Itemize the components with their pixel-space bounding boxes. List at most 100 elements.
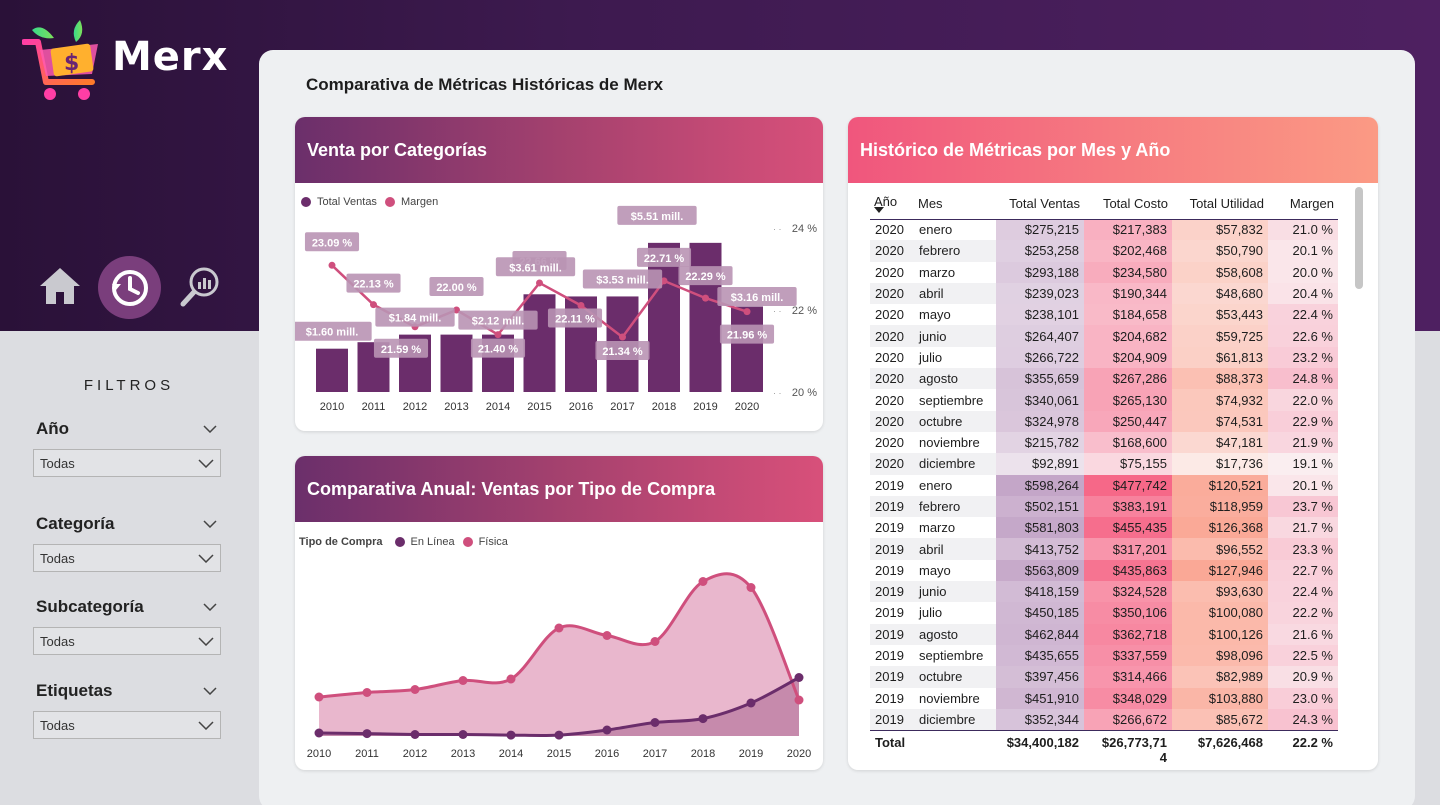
cell-sales: $581,803	[996, 517, 1084, 539]
cell-cost: $267,286	[1084, 368, 1172, 390]
en-linea-point[interactable]	[746, 698, 756, 708]
fisica-point[interactable]	[314, 692, 324, 702]
fisica-point[interactable]	[554, 623, 564, 633]
bar[interactable]	[731, 306, 763, 392]
fisica-point[interactable]	[794, 695, 804, 705]
table-row[interactable]: 2019 abril $413,752 $317,201 $96,552 23.3 %	[870, 538, 1338, 560]
table-row[interactable]: 2019 agosto $462,844 $362,718 $100,126 21.6 %	[870, 623, 1338, 645]
table-row[interactable]: 2019 septiembre $435,655 $337,559 $98,096 22.…	[870, 644, 1338, 667]
svg-text:22.71 %: 22.71 %	[644, 253, 685, 265]
fisica-point[interactable]	[602, 631, 612, 640]
cell-cost: $250,447	[1084, 410, 1172, 432]
filter-tags-select[interactable]: Todas	[33, 711, 221, 739]
svg-text:$3.53 mill.: $3.53 mill.	[596, 274, 649, 286]
cell-margin: 20.1 %	[1268, 474, 1338, 496]
en-linea-point[interactable]	[602, 725, 612, 735]
table-row[interactable]: 2020 abril $239,023 $190,344 $48,680 20.4 %	[870, 282, 1338, 305]
table-row[interactable]: 2019 junio $418,159 $324,528 $93,630 22.4 %	[870, 581, 1338, 603]
en-linea-point[interactable]	[314, 728, 324, 738]
table-row[interactable]: 2020 agosto $355,659 $267,286 $88,373 24.8 %	[870, 368, 1338, 390]
margin-point[interactable]	[619, 333, 626, 341]
table-row[interactable]: 2020 marzo $293,188 $234,580 $58,608 20.0 %	[870, 261, 1338, 283]
home-icon[interactable]	[36, 262, 84, 310]
bar[interactable]	[316, 348, 348, 392]
fisica-point[interactable]	[458, 676, 468, 685]
table-row[interactable]: 2020 septiembre $340,061 $265,130 $74,932 22.…	[870, 389, 1338, 411]
x-tick-label: 2014	[499, 748, 523, 760]
cell-margin: 20.4 %	[1268, 282, 1338, 305]
table-row[interactable]: 2020 octubre $324,978 $250,447 $74,531 22.9 %	[870, 410, 1338, 432]
filter-year-select[interactable]: Todas	[33, 449, 221, 477]
fisica-point[interactable]	[410, 685, 420, 694]
en-linea-point[interactable]	[362, 729, 372, 739]
history-icon[interactable]	[98, 256, 161, 319]
margin-point[interactable]	[328, 261, 336, 269]
cell-margin: 23.2 %	[1268, 346, 1338, 369]
margin-point[interactable]	[743, 308, 751, 316]
margin-point[interactable]	[577, 301, 585, 309]
chevron-down-icon[interactable]	[203, 425, 217, 433]
table-row[interactable]: 2019 mayo $563,809 $435,863 $127,946 22.7 %	[870, 559, 1338, 582]
col-month[interactable]: Mes	[918, 196, 943, 212]
bar[interactable]	[440, 334, 473, 392]
en-linea-point[interactable]	[506, 730, 516, 740]
table-row[interactable]: 2020 mayo $238,101 $184,658 $53,443 22.4 %	[870, 304, 1338, 326]
col-sales[interactable]: Total Ventas	[1009, 196, 1080, 212]
table-row[interactable]: 2020 noviembre $215,782 $168,600 $47,181 21.9…	[870, 431, 1338, 454]
col-year[interactable]: Año	[870, 189, 914, 219]
search-chart-icon[interactable]	[176, 262, 226, 312]
col-cost[interactable]: Total Costo	[1102, 196, 1168, 212]
margin-point[interactable]	[370, 301, 377, 309]
chevron-down-icon[interactable]	[203, 603, 217, 611]
cell-profit: $96,552	[1172, 538, 1268, 560]
margin-point[interactable]	[453, 306, 460, 314]
margin-point[interactable]	[494, 331, 502, 339]
fisica-point[interactable]	[746, 583, 756, 592]
table-row[interactable]: 2019 diciembre $352,344 $266,672 $85,672 24.3…	[870, 708, 1338, 731]
margin-point[interactable]	[702, 294, 709, 302]
filter-category-select[interactable]: Todas	[33, 544, 221, 572]
fisica-point[interactable]	[362, 688, 372, 697]
bar[interactable]	[689, 242, 722, 392]
en-linea-point[interactable]	[554, 730, 564, 740]
bar-data-label: $3.61 mill.	[495, 257, 576, 277]
cell-profit: $100,126	[1172, 623, 1268, 645]
cell-cost: $317,201	[1084, 538, 1172, 560]
fisica-point[interactable]	[698, 577, 708, 586]
table-row[interactable]: 2019 julio $450,185 $350,106 $100,080 22.2 %	[870, 602, 1338, 624]
table-row[interactable]: 2019 febrero $502,151 $383,191 $118,959 23.7 …	[870, 495, 1338, 518]
x-tick-label: 2016	[595, 748, 619, 760]
en-linea-point[interactable]	[698, 714, 708, 724]
en-linea-point[interactable]	[650, 718, 660, 727]
col-profit[interactable]: Total Utilidad	[1189, 196, 1264, 212]
chevron-down-icon	[198, 458, 214, 468]
table-row[interactable]: 2019 octubre $397,456 $314,466 $82,989 20.9 %	[870, 666, 1338, 688]
margin-point[interactable]	[660, 277, 668, 285]
margin-point[interactable]	[536, 279, 543, 287]
table-row[interactable]: 2019 enero $598,264 $477,742 $120,521 20.1 %	[870, 474, 1338, 496]
x-tick-label: 2018	[691, 748, 715, 760]
table-row[interactable]: 2020 junio $264,407 $204,682 $59,725 22.6 %	[870, 325, 1338, 347]
sort-desc-icon	[874, 207, 884, 214]
bar[interactable]	[648, 242, 680, 392]
cell-cost: $477,742	[1084, 474, 1172, 496]
en-linea-point[interactable]	[410, 730, 420, 739]
cell-month: enero	[914, 219, 996, 241]
chevron-down-icon[interactable]	[203, 687, 217, 695]
svg-text:21.34 %: 21.34 %	[602, 346, 643, 358]
table-row[interactable]: 2019 noviembre $451,910 $348,029 $103,880 23.…	[870, 687, 1338, 709]
table-row[interactable]: 2020 enero $275,215 $217,383 $57,832 21.0 %	[870, 219, 1338, 241]
table-row[interactable]: 2020 febrero $253,258 $202,468 $50,790 20.1 %	[870, 240, 1338, 262]
en-linea-point[interactable]	[794, 673, 804, 682]
en-linea-point[interactable]	[458, 730, 468, 739]
table-row[interactable]: 2020 julio $266,722 $204,909 $61,813 23.2 %	[870, 346, 1338, 369]
fisica-point[interactable]	[650, 637, 660, 646]
cell-year: 2020	[870, 304, 914, 326]
col-margin[interactable]: Margen	[1289, 196, 1334, 212]
chevron-down-icon[interactable]	[203, 520, 217, 528]
table-row[interactable]: 2020 diciembre $92,891 $75,155 $17,736 19.1 %	[870, 453, 1338, 475]
filter-subcategory-select[interactable]: Todas	[33, 627, 221, 655]
fisica-point[interactable]	[506, 674, 516, 684]
table-scrollbar[interactable]	[1355, 187, 1363, 289]
table-row[interactable]: 2019 marzo $581,803 $455,435 $126,368 21.7 %	[870, 517, 1338, 539]
